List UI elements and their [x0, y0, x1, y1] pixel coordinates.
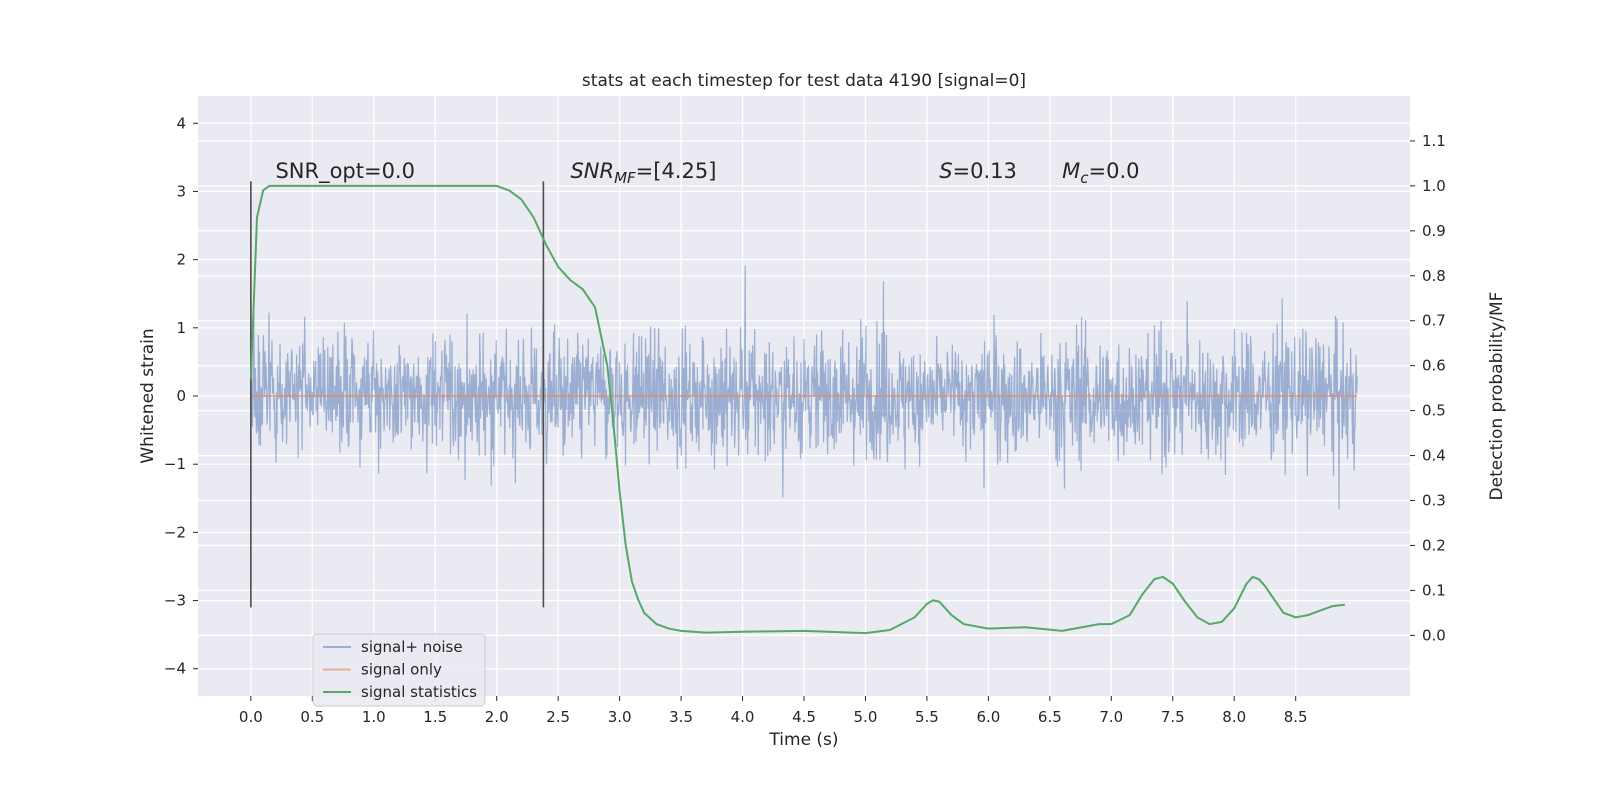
y2-tick-label: 0.3	[1422, 491, 1446, 509]
annotation: Mc=0.0	[1062, 159, 1139, 187]
x-tick-label: 7.0	[1099, 708, 1123, 726]
y-tick-label: −4	[164, 660, 186, 678]
y2-tick-label: 0.1	[1422, 581, 1446, 599]
y2-tick-label: 0.2	[1422, 536, 1446, 554]
series-signal-statistics	[249, 184, 1345, 635]
y2-tick-label: 0.9	[1422, 222, 1446, 240]
x-tick-label: 0.0	[239, 708, 263, 726]
chart-title: stats at each timestep for test data 419…	[582, 71, 1026, 91]
legend-label: signal only	[361, 661, 442, 679]
x-tick-label: 3.0	[608, 708, 632, 726]
legend: signal+ noise signal only signal statistic…	[312, 633, 486, 707]
x-tick-label: 6.5	[1038, 708, 1062, 726]
y2-tick-label: 0.8	[1422, 267, 1446, 285]
y2-tick-label: 1.1	[1422, 132, 1446, 150]
y-tick-label: −2	[164, 523, 186, 541]
x-tick-label: 3.5	[669, 708, 693, 726]
x-tick-label: 5.5	[915, 708, 939, 726]
y-tick-label: 3	[176, 182, 186, 200]
series-signal-noise	[250, 265, 1358, 510]
x-tick-label: 8.5	[1284, 708, 1308, 726]
annotation: S=0.13	[939, 159, 1017, 183]
x-tick-label: 0.5	[300, 708, 324, 726]
legend-label: signal statistics	[361, 683, 477, 701]
x-tick-label: 4.5	[792, 708, 816, 726]
legend-label: signal+ noise	[361, 638, 463, 656]
y2-tick-label: 0.5	[1422, 402, 1446, 420]
y-tick-label: 0	[176, 387, 186, 405]
x-axis-label: Time (s)	[768, 730, 838, 750]
y-tick-label: 2	[176, 251, 186, 269]
legend-box	[312, 633, 486, 707]
y2-tick-label: 0.7	[1422, 312, 1446, 330]
annotation: SNRMF=[4.25]	[570, 159, 716, 187]
y-tick-label: 4	[176, 114, 186, 132]
y2-tick-label: 0.0	[1422, 626, 1446, 644]
y-tick-label: −3	[164, 592, 186, 610]
x-tick-label: 7.5	[1161, 708, 1185, 726]
x-tick-label: 1.0	[362, 708, 386, 726]
x-tick-label: 6.0	[976, 708, 1000, 726]
y2-tick-label: 0.4	[1422, 447, 1446, 465]
x-tick-label: 2.0	[485, 708, 509, 726]
x-tick-label: 4.0	[731, 708, 755, 726]
annotation: SNR_opt=0.0	[275, 159, 415, 184]
y-tick-label: −1	[164, 455, 186, 473]
x-tick-label: 2.5	[546, 708, 570, 726]
x-tick-label: 8.0	[1222, 708, 1246, 726]
y2-tick-label: 1.0	[1422, 177, 1446, 195]
y2-axis-label: Detection probability/MF	[1487, 292, 1507, 501]
x-tick-label: 5.0	[854, 708, 878, 726]
y-tick-label: 1	[176, 319, 186, 337]
y-axis-label: Whitened strain	[138, 328, 158, 463]
x-tick-label: 1.5	[423, 708, 447, 726]
y2-tick-label: 0.6	[1422, 357, 1446, 375]
